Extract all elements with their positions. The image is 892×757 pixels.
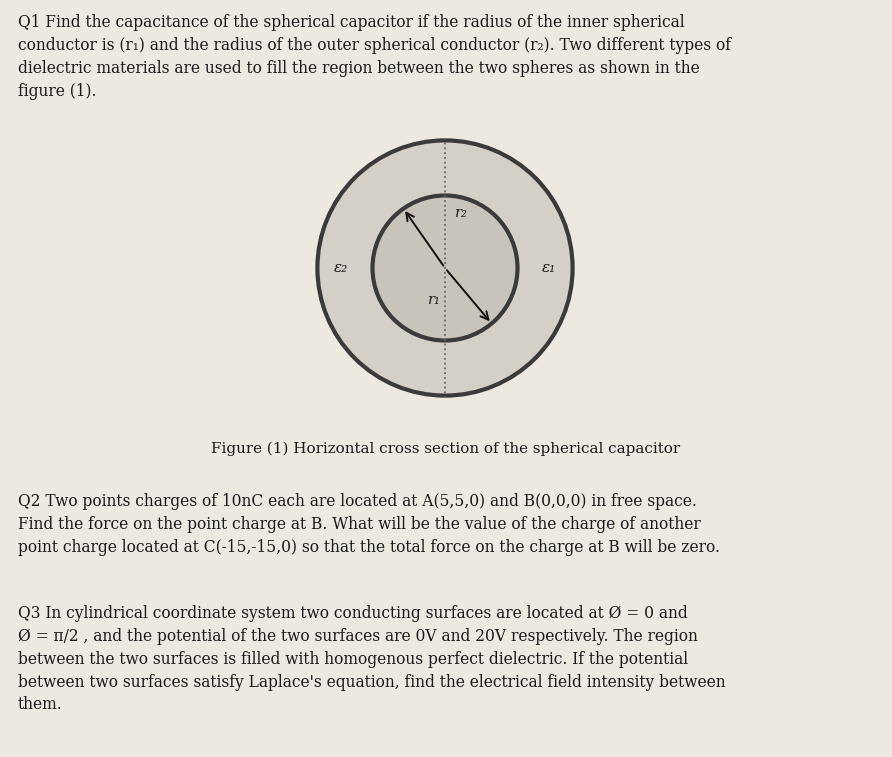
Text: r₂: r₂ [455,206,468,220]
Circle shape [373,195,517,341]
Circle shape [318,140,573,396]
Text: Q1 Find the capacitance of the spherical capacitor if the radius of the inner sp: Q1 Find the capacitance of the spherical… [18,14,731,100]
Text: r₁: r₁ [428,293,441,307]
Text: Q2 Two points charges of 10nC each are located at A(5,5,0) and B(0,0,0) in free : Q2 Two points charges of 10nC each are l… [18,493,720,556]
Text: ε₂: ε₂ [334,261,348,275]
Text: Q3 In cylindrical coordinate system two conducting surfaces are located at Ø = 0: Q3 In cylindrical coordinate system two … [18,605,725,713]
Text: ε₁: ε₁ [542,261,557,275]
Text: Figure (1) Horizontal cross section of the spherical capacitor: Figure (1) Horizontal cross section of t… [211,442,681,456]
